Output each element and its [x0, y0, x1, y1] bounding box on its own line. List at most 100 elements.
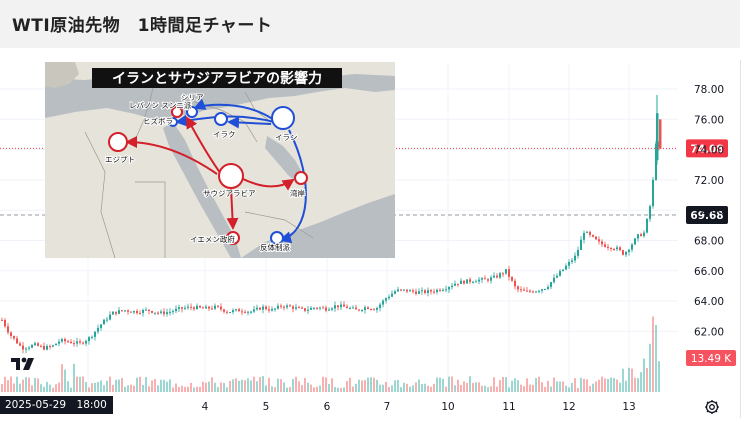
candle-body — [232, 310, 234, 313]
candle-body — [58, 341, 60, 344]
candle-body — [151, 310, 153, 313]
volume-bar — [232, 379, 234, 392]
volume-bar — [289, 386, 291, 392]
node-iraq — [214, 112, 228, 126]
volume-bar — [478, 382, 480, 392]
candle-body — [175, 308, 177, 312]
map-gulf — [265, 136, 303, 184]
candle-body — [256, 307, 258, 310]
volume-bar — [37, 378, 39, 392]
tradingview-logo-icon[interactable] — [10, 355, 36, 373]
candle-body — [55, 343, 57, 346]
candle-body — [511, 276, 513, 281]
candle-body — [361, 310, 363, 312]
node-rebels — [270, 231, 284, 245]
label-egypt: エジプト — [105, 155, 135, 164]
volume-bar — [181, 385, 183, 392]
candle-body — [190, 306, 192, 308]
volume-bar — [70, 387, 72, 392]
candle-body — [103, 319, 105, 325]
volume-bar — [553, 377, 555, 392]
candle-body — [625, 251, 627, 255]
volume-bar — [646, 368, 648, 392]
gear-icon[interactable] — [704, 399, 720, 415]
volume-bar — [469, 376, 471, 392]
candle-body — [397, 289, 399, 292]
candle-body — [541, 289, 543, 291]
candle-body — [217, 305, 219, 307]
volume-bar — [496, 386, 498, 392]
volume-bar — [100, 380, 102, 392]
arrow-iran-syria — [193, 98, 275, 121]
volume-bar — [514, 378, 516, 392]
candle-body — [349, 307, 351, 309]
header-bar: WTI原油先物 1時間足チャート — [0, 0, 740, 48]
candle-body — [409, 290, 411, 292]
volume-bar — [451, 376, 453, 392]
volume-badge: 13.49 K — [686, 350, 736, 366]
candle-body — [181, 307, 183, 309]
volume-bar — [34, 377, 36, 392]
volume-bar — [199, 386, 201, 392]
candle-body — [577, 249, 579, 256]
candle-body — [277, 305, 279, 309]
candle-body — [121, 310, 123, 312]
volume-bar — [511, 380, 513, 392]
volume-bar — [73, 363, 75, 392]
volume-bar — [370, 377, 372, 392]
candle-body — [148, 309, 150, 311]
candle-body — [31, 345, 33, 348]
volume-bar — [619, 382, 621, 392]
volume-bar — [160, 379, 162, 392]
candle-body — [292, 306, 294, 309]
volume-bar — [58, 382, 60, 392]
candle-body — [295, 307, 297, 309]
last-price-badge-text: 74.08 — [690, 143, 723, 155]
candle-body — [13, 335, 15, 339]
candle-body — [118, 310, 120, 314]
volume-bar — [124, 386, 126, 392]
volume-bar — [583, 378, 585, 392]
candle-body — [634, 238, 636, 245]
label-iraq: イラク — [213, 130, 236, 139]
candle-body — [79, 341, 81, 343]
candle-body — [334, 305, 336, 309]
volume-bar — [400, 387, 402, 392]
candle-body — [454, 283, 456, 286]
volume-bar — [610, 377, 612, 392]
volume-bar — [61, 364, 63, 392]
volume-bar — [412, 385, 414, 392]
volume-bar — [196, 386, 198, 392]
volume-bar — [295, 376, 297, 392]
candle-body — [652, 179, 654, 207]
volume-bar — [19, 383, 21, 392]
volume-bar — [142, 385, 144, 392]
candle-body — [280, 305, 282, 307]
candle-body — [607, 246, 609, 248]
candle-body — [283, 306, 285, 308]
candle-body — [328, 309, 330, 311]
label-syria: シリア — [181, 93, 204, 102]
y-tick-label: 72.00 — [694, 175, 724, 187]
volume-bar — [10, 376, 12, 392]
candle-body — [514, 280, 516, 287]
volume-bar — [439, 377, 441, 392]
volume-bar — [454, 385, 456, 392]
volume-bar — [172, 387, 174, 392]
candle-body — [613, 249, 615, 251]
candle-body — [169, 311, 171, 313]
volume-bar — [442, 378, 444, 392]
candle-body — [442, 289, 444, 291]
volume-bar — [334, 387, 336, 392]
candle-body — [379, 304, 381, 308]
volume-bar — [361, 380, 363, 392]
label-saudi: サウジアラビア — [203, 189, 256, 198]
candle-body — [154, 312, 156, 314]
volume-bar — [622, 368, 624, 392]
volume-bar — [64, 369, 66, 392]
candle-body — [40, 345, 42, 347]
volume-bar — [604, 378, 606, 392]
candle-body — [73, 343, 75, 345]
inset-title: イランとサウジアラビアの影響力 — [112, 70, 322, 87]
arrow-saudi-gulf — [240, 177, 295, 191]
